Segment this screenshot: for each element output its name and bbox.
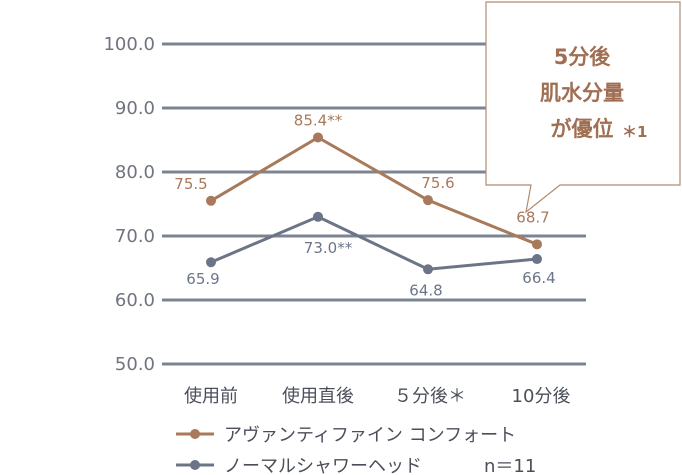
legend-item-comfort: アヴァンティファイン コンフォート — [176, 425, 516, 446]
y-tick-label-2: 80.0 — [115, 162, 155, 183]
x-category-1: 使用直後 — [282, 386, 354, 407]
series-0-point-0 — [206, 195, 216, 206]
x-category-0: 使用前 — [184, 386, 238, 407]
series-line-0 — [210, 135, 538, 246]
series-1-point-0 — [206, 257, 216, 268]
series-0-point-3 — [532, 239, 542, 250]
series-1-label-0: 65.9 — [186, 270, 219, 288]
x-category-3: 10分後 — [512, 386, 571, 407]
callout-mark: ＊1 — [622, 123, 647, 141]
series-1-label-3: 66.4 — [522, 269, 555, 287]
legend: アヴァンティファイン コンフォート ノーマルシャワーヘッド n＝11 — [176, 425, 536, 475]
series-1-label-1: 73.0** — [304, 239, 353, 257]
callout-line-3: が優位 — [551, 117, 614, 141]
series-line-1 — [210, 215, 538, 271]
legend-item-normal: ノーマルシャワーヘッド n＝11 — [176, 456, 536, 475]
legend-label-comfort: アヴァンティファイン コンフォート — [224, 425, 516, 446]
legend-marker-normal — [190, 460, 200, 470]
series-1-point-2 — [423, 264, 433, 275]
x-axis-categories: 使用前 使用直後 ５分後＊ 10分後 — [184, 386, 570, 407]
sample-size: n＝11 — [484, 456, 536, 475]
callout: 5分後 肌水分量 が優位 ＊1 — [485, 1, 681, 214]
series-0-point-2 — [423, 195, 433, 206]
y-tick-label-1: 90.0 — [115, 98, 155, 119]
series-group: 75.5 85.4** 75.6 68.7 65.9 73.0** 64.8 66.4 — [174, 111, 555, 299]
legend-marker-comfort — [190, 429, 200, 439]
y-tick-label-5: 50.0 — [115, 354, 155, 375]
y-tick-label-0: 100.0 — [103, 34, 155, 55]
series-1-point-3 — [532, 254, 542, 265]
callout-line-2: 肌水分量 — [540, 81, 624, 105]
y-axis-ticks: 100.0 90.0 80.0 70.0 60.0 50.0 — [103, 34, 155, 375]
series-0-label-0: 75.5 — [174, 175, 207, 193]
y-tick-label-4: 60.0 — [115, 290, 155, 311]
series-0-label-3: 68.7 — [516, 208, 549, 226]
series-0-label-2: 75.6 — [421, 174, 454, 192]
callout-box — [485, 1, 681, 214]
series-0-point-1 — [313, 132, 323, 143]
x-category-2: ５分後＊ — [394, 386, 466, 407]
callout-line-1: 5分後 — [554, 45, 612, 69]
series-0-label-1: 85.4** — [294, 111, 343, 129]
legend-label-normal: ノーマルシャワーヘッド — [224, 456, 422, 475]
series-1-point-1 — [313, 211, 323, 222]
y-tick-label-3: 70.0 — [115, 226, 155, 247]
series-1-label-2: 64.8 — [409, 281, 442, 299]
